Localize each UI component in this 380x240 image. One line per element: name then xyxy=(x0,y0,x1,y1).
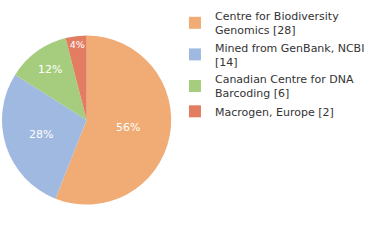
svg-text:28%: 28% xyxy=(29,128,53,141)
svg-text:4%: 4% xyxy=(70,39,85,50)
svg-text:Canadian Centre for DNABarcodi: Canadian Centre for DNABarcoding [6] xyxy=(215,73,354,100)
svg-text:Macrogen, Europe [2]: Macrogen, Europe [2] xyxy=(215,106,334,119)
svg-text:Mined from GenBank, NCBI[14]: Mined from GenBank, NCBI[14] xyxy=(215,42,364,69)
svg-text:56%: 56% xyxy=(116,121,140,134)
svg-text:Centre for BiodiversityGenomic: Centre for BiodiversityGenomics [28] xyxy=(215,10,339,37)
svg-text:12%: 12% xyxy=(38,63,62,76)
